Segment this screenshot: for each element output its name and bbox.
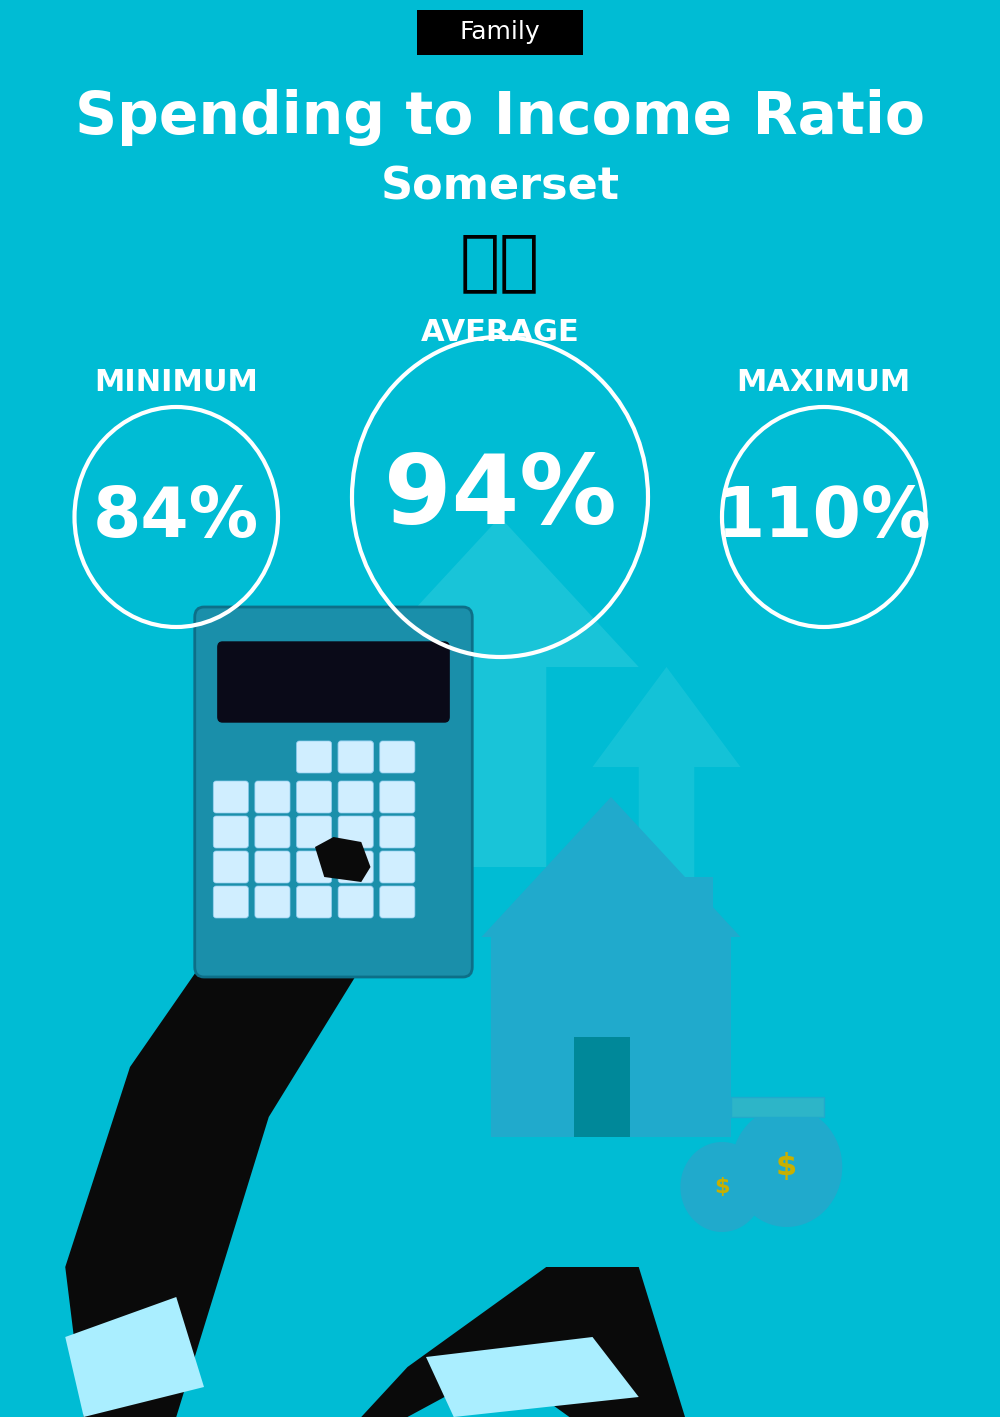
- Polygon shape: [491, 937, 731, 1136]
- FancyBboxPatch shape: [338, 816, 373, 847]
- Polygon shape: [361, 1267, 685, 1417]
- FancyBboxPatch shape: [338, 886, 373, 918]
- Polygon shape: [315, 837, 370, 881]
- Text: $: $: [714, 1178, 730, 1197]
- Circle shape: [680, 1142, 764, 1231]
- Text: Somerset: Somerset: [380, 166, 620, 208]
- FancyBboxPatch shape: [255, 886, 290, 918]
- FancyBboxPatch shape: [213, 852, 248, 883]
- Circle shape: [731, 1107, 842, 1227]
- FancyBboxPatch shape: [218, 642, 449, 723]
- FancyBboxPatch shape: [338, 741, 373, 774]
- FancyBboxPatch shape: [213, 816, 248, 847]
- FancyBboxPatch shape: [380, 852, 415, 883]
- Text: 94%: 94%: [384, 451, 616, 544]
- FancyBboxPatch shape: [195, 606, 472, 976]
- FancyBboxPatch shape: [338, 781, 373, 813]
- FancyBboxPatch shape: [213, 781, 248, 813]
- FancyBboxPatch shape: [380, 781, 415, 813]
- FancyBboxPatch shape: [296, 886, 332, 918]
- FancyBboxPatch shape: [213, 886, 248, 918]
- FancyBboxPatch shape: [338, 741, 373, 774]
- FancyBboxPatch shape: [296, 816, 332, 847]
- FancyBboxPatch shape: [255, 781, 290, 813]
- Polygon shape: [65, 1297, 204, 1417]
- FancyBboxPatch shape: [417, 10, 583, 54]
- FancyBboxPatch shape: [380, 741, 415, 774]
- FancyBboxPatch shape: [296, 852, 332, 883]
- Polygon shape: [592, 667, 740, 966]
- Bar: [731, 1097, 824, 1117]
- FancyBboxPatch shape: [296, 781, 332, 813]
- Text: Family: Family: [460, 20, 540, 44]
- Polygon shape: [426, 1338, 639, 1417]
- Polygon shape: [361, 517, 639, 867]
- Text: AVERAGE: AVERAGE: [421, 317, 579, 347]
- Polygon shape: [65, 867, 361, 1417]
- FancyBboxPatch shape: [255, 816, 290, 847]
- Polygon shape: [482, 796, 740, 937]
- FancyBboxPatch shape: [380, 816, 415, 847]
- Polygon shape: [574, 1037, 630, 1136]
- FancyBboxPatch shape: [338, 852, 373, 883]
- Text: 84%: 84%: [93, 483, 259, 550]
- Polygon shape: [685, 877, 713, 937]
- Text: 🇬🇧: 🇬🇧: [460, 230, 540, 295]
- Text: Spending to Income Ratio: Spending to Income Ratio: [75, 88, 925, 146]
- Text: $: $: [776, 1152, 797, 1182]
- Text: MINIMUM: MINIMUM: [94, 367, 258, 397]
- FancyBboxPatch shape: [380, 886, 415, 918]
- FancyBboxPatch shape: [255, 852, 290, 883]
- FancyBboxPatch shape: [296, 741, 332, 774]
- Text: MAXIMUM: MAXIMUM: [737, 367, 911, 397]
- Text: 110%: 110%: [716, 483, 931, 550]
